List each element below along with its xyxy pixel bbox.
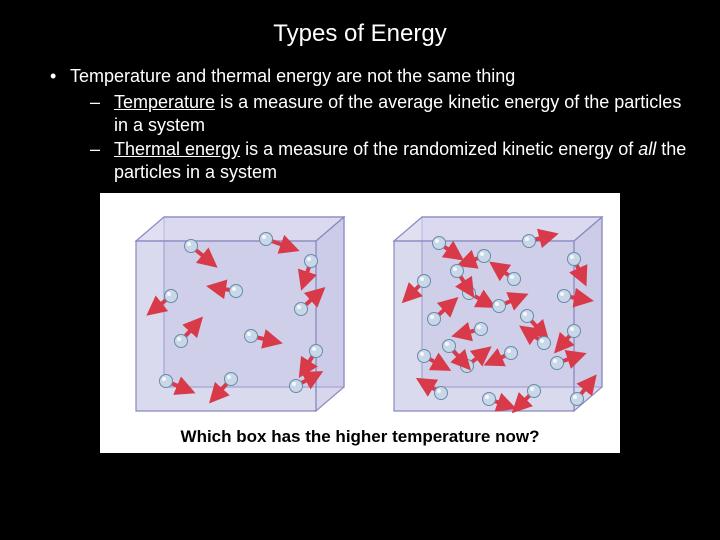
slide-title: Types of Energy — [30, 20, 690, 48]
right-cube — [369, 201, 609, 421]
figure-area: Which box has the higher temperature now… — [100, 193, 620, 453]
bullet-sub-2-text-a: is a measure of the randomized kinetic e… — [240, 139, 638, 159]
term-thermal-energy: Thermal energy — [114, 139, 240, 159]
cubes-row — [108, 201, 612, 421]
bullet-sub-1: Temperature is a measure of the average … — [90, 91, 690, 136]
bullet-sub-2: Thermal energy is a measure of the rando… — [90, 138, 690, 183]
bullet-main: Temperature and thermal energy are not t… — [50, 66, 690, 87]
left-cube — [111, 201, 351, 421]
figure-caption: Which box has the higher temperature now… — [108, 427, 612, 447]
slide: Types of Energy Temperature and thermal … — [0, 0, 720, 540]
term-temperature: Temperature — [114, 92, 215, 112]
term-all: all — [638, 139, 656, 159]
